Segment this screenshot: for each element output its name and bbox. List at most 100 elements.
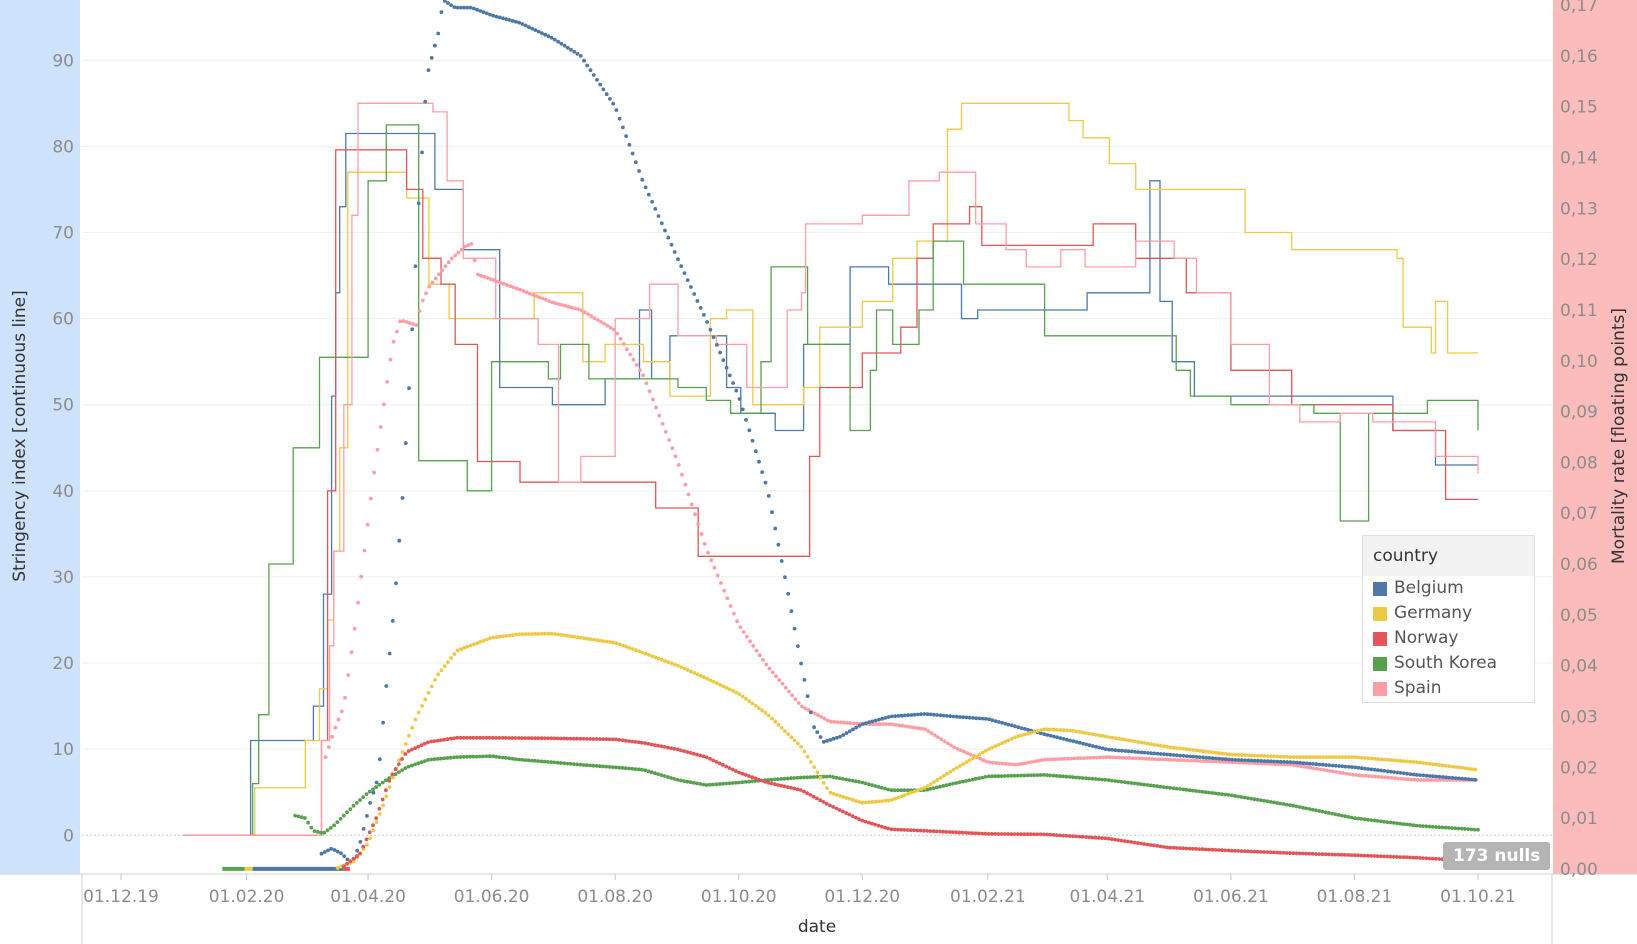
mortality-point bbox=[773, 526, 778, 531]
mortality-point bbox=[1353, 755, 1358, 760]
mortality-point bbox=[510, 633, 515, 637]
mortality-point bbox=[1434, 762, 1439, 767]
mortality-point bbox=[1291, 755, 1296, 759]
mortality-point bbox=[445, 756, 450, 760]
mortality-point bbox=[1236, 758, 1241, 762]
legend-item-norway[interactable]: Norway bbox=[1363, 626, 1534, 651]
mortality-point bbox=[756, 777, 761, 782]
mortality-point bbox=[553, 301, 558, 306]
nulls-badge[interactable]: 173 nulls bbox=[1443, 842, 1551, 870]
x-tick-label: 01.02.21 bbox=[950, 887, 1026, 907]
mortality-point bbox=[413, 264, 418, 269]
y-axis-right-title: Mortality rate [floating points] bbox=[1609, 308, 1629, 564]
mortality-point bbox=[393, 772, 398, 777]
legend-item-germany[interactable]: Germany bbox=[1363, 601, 1534, 626]
mortality-point bbox=[504, 17, 509, 22]
mortality-point bbox=[471, 6, 476, 11]
mortality-point bbox=[1262, 798, 1266, 803]
mortality-point bbox=[691, 780, 696, 785]
mortality-point bbox=[369, 496, 373, 501]
mortality-point bbox=[481, 754, 485, 759]
y-left-tick-label: 80 bbox=[52, 137, 74, 157]
mortality-point bbox=[1324, 755, 1328, 759]
legend-item-spain[interactable]: Spain bbox=[1363, 676, 1534, 701]
mortality-point bbox=[973, 777, 978, 781]
mortality-point bbox=[446, 1, 450, 5]
mortality-point bbox=[631, 357, 636, 362]
legend-swatch bbox=[1373, 581, 1387, 596]
mortality-point bbox=[870, 821, 874, 826]
mortality-point bbox=[1450, 764, 1455, 769]
mortality-point bbox=[1126, 738, 1131, 743]
mortality-point bbox=[507, 633, 512, 638]
mortality-point bbox=[1340, 764, 1345, 769]
mortality-point bbox=[1067, 834, 1072, 838]
mortality-point bbox=[1135, 841, 1140, 845]
mortality-point bbox=[682, 666, 687, 671]
mortality-point bbox=[1181, 746, 1186, 751]
mortality-point bbox=[1363, 766, 1367, 771]
mortality-point bbox=[740, 407, 745, 412]
mortality-point bbox=[915, 828, 920, 833]
mortality-point bbox=[1304, 761, 1309, 766]
mortality-point bbox=[397, 770, 401, 774]
mortality-point bbox=[779, 783, 784, 788]
mortality-point bbox=[1437, 857, 1441, 861]
mortality-point bbox=[1347, 772, 1352, 776]
mortality-point bbox=[1194, 847, 1198, 851]
mortality-point bbox=[1084, 731, 1089, 735]
mortality-point bbox=[296, 814, 301, 819]
mortality-point bbox=[1166, 757, 1170, 762]
mortality-point bbox=[426, 740, 430, 745]
mortality-point bbox=[942, 739, 947, 744]
mortality-point bbox=[429, 757, 434, 762]
mortality-point bbox=[1359, 766, 1364, 771]
mortality-point bbox=[448, 755, 453, 760]
mortality-point bbox=[1236, 794, 1241, 799]
mortality-point bbox=[413, 762, 417, 767]
mortality-point bbox=[824, 801, 829, 806]
mortality-point bbox=[601, 764, 605, 769]
mortality-point bbox=[543, 32, 547, 37]
mortality-point bbox=[1100, 777, 1104, 782]
mortality-point bbox=[1006, 738, 1011, 743]
mortality-point bbox=[679, 665, 684, 669]
mortality-point bbox=[643, 651, 648, 656]
mortality-point bbox=[520, 757, 524, 762]
mortality-point bbox=[390, 775, 395, 780]
legend-item-south-korea[interactable]: South Korea bbox=[1363, 651, 1534, 676]
mortality-point bbox=[491, 635, 496, 640]
mortality-point bbox=[358, 798, 362, 802]
mortality-point bbox=[1041, 832, 1046, 837]
mortality-point bbox=[419, 743, 424, 748]
mortality-point bbox=[1119, 779, 1124, 784]
mortality-point bbox=[967, 778, 972, 783]
mortality-point bbox=[1100, 734, 1105, 738]
mortality-point bbox=[808, 760, 813, 764]
legend-item-belgium[interactable]: Belgium bbox=[1363, 576, 1534, 601]
mortality-point bbox=[435, 738, 440, 743]
mortality-point bbox=[1051, 773, 1056, 778]
mortality-point bbox=[1068, 738, 1072, 743]
mortality-point bbox=[1032, 832, 1036, 837]
mortality-point bbox=[987, 717, 991, 722]
mortality-point bbox=[944, 830, 949, 834]
mortality-point bbox=[1129, 739, 1134, 743]
mortality-point bbox=[1404, 822, 1409, 827]
mortality-point bbox=[1051, 833, 1056, 837]
mortality-point bbox=[1278, 801, 1283, 806]
mortality-point bbox=[1469, 827, 1474, 832]
mortality-point bbox=[772, 777, 777, 782]
mortality-point bbox=[1463, 777, 1468, 781]
mortality-point bbox=[1473, 777, 1478, 782]
mortality-point bbox=[1288, 803, 1292, 807]
mortality-point bbox=[900, 723, 905, 728]
mortality-point bbox=[1359, 755, 1364, 760]
mortality-point bbox=[555, 736, 560, 741]
mortality-point bbox=[1246, 753, 1251, 758]
mortality-point bbox=[1207, 847, 1211, 852]
mortality-point bbox=[747, 779, 751, 784]
mortality-point bbox=[601, 87, 606, 92]
mortality-point bbox=[342, 854, 347, 858]
mortality-point bbox=[1132, 781, 1137, 786]
